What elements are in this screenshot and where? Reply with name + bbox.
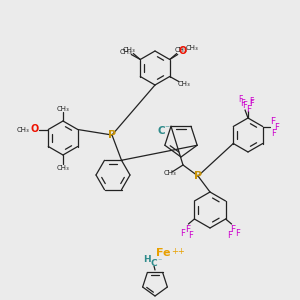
Text: F: F — [230, 224, 235, 233]
Text: C: C — [157, 126, 165, 136]
Text: Fe: Fe — [156, 248, 170, 258]
Text: F: F — [180, 230, 185, 238]
Text: F: F — [238, 94, 242, 103]
Text: C: C — [151, 259, 157, 268]
Text: O: O — [30, 124, 38, 134]
Text: F: F — [235, 230, 240, 238]
Text: CH₃: CH₃ — [120, 49, 133, 55]
Text: F: F — [250, 98, 254, 107]
Text: O: O — [178, 46, 187, 56]
Text: F: F — [227, 232, 232, 241]
Text: P: P — [108, 130, 116, 140]
Text: ⁻: ⁻ — [164, 124, 169, 134]
Text: F: F — [243, 100, 248, 109]
Text: F: F — [271, 129, 276, 138]
Text: P: P — [194, 171, 202, 181]
Text: F: F — [241, 98, 245, 107]
Text: CH₃: CH₃ — [177, 80, 190, 86]
Text: F: F — [274, 123, 279, 132]
Text: CH₃: CH₃ — [164, 170, 176, 176]
Text: F: F — [188, 232, 193, 241]
Text: CH₃: CH₃ — [57, 106, 69, 112]
Text: CH₃: CH₃ — [185, 44, 198, 50]
Text: CH₃: CH₃ — [123, 46, 136, 52]
Text: F: F — [249, 97, 253, 106]
Text: F: F — [246, 104, 252, 113]
Text: CH₃: CH₃ — [57, 165, 69, 171]
Text: F: F — [185, 224, 190, 233]
Text: ⁻: ⁻ — [158, 256, 162, 266]
Text: CH₃: CH₃ — [174, 46, 187, 52]
Text: ++: ++ — [171, 247, 185, 256]
Text: H: H — [143, 256, 151, 265]
Text: CH₃: CH₃ — [17, 128, 30, 134]
Text: F: F — [270, 117, 275, 126]
